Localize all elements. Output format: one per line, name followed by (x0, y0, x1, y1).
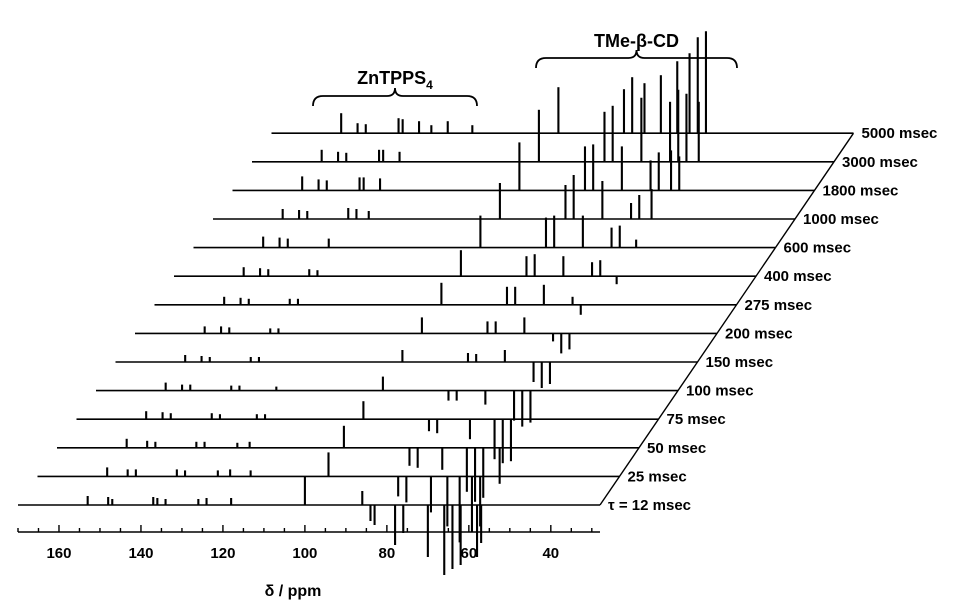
trace-label: 3000 msec (842, 154, 918, 171)
spectrum-trace (154, 282, 737, 315)
spectrum-trace (135, 317, 717, 354)
trace-labels: 5000 msec 3000 msec 1800 msec 1000 msec 600 … (608, 125, 937, 514)
trace-label: 1800 msec (823, 182, 899, 199)
spectrum-trace (37, 452, 620, 543)
spectrum-trace (96, 376, 678, 427)
spectrum-trace (232, 142, 815, 192)
trace-label: 75 msec (667, 411, 726, 428)
trace-label: τ = 12 msec (608, 497, 691, 514)
trace-label: 400 msec (764, 268, 832, 285)
x-tick-label: 160 (46, 545, 71, 562)
x-tick-label: 60 (461, 545, 478, 562)
x-tick-label: 100 (292, 545, 317, 562)
trace-label: 5000 msec (862, 125, 938, 142)
trace-label: 50 msec (647, 440, 706, 457)
trace-label: 275 msec (745, 297, 813, 314)
trace-label: 200 msec (725, 325, 793, 342)
spectrum-trace (271, 31, 854, 134)
spectrum-trace (193, 215, 776, 249)
trace-label: 100 msec (686, 383, 754, 400)
x-axis-label: δ / ppm (265, 583, 322, 600)
x-tick-label: 80 (379, 545, 396, 562)
x-tick-label: 140 (128, 545, 153, 562)
x-tick-label: 120 (210, 545, 235, 562)
spectrum-trace (57, 425, 639, 502)
x-axis: 160 140 120 100 80 60 40 (17, 525, 600, 562)
spectra-traces (18, 31, 855, 575)
spectrum-trace (115, 350, 698, 388)
spectrum-trace (76, 401, 659, 464)
trace-label: 600 msec (784, 240, 852, 257)
region-label: TMe-β-CD (594, 31, 679, 51)
trace-label: 1000 msec (803, 211, 879, 228)
trace-label: 150 msec (706, 354, 774, 371)
trace-label: 25 msec (628, 468, 687, 485)
region-brace (312, 87, 478, 107)
stack-edge-line (599, 132, 855, 506)
spectrum-trace (213, 175, 795, 220)
region-brace (535, 49, 738, 69)
spectrum-trace (174, 250, 756, 285)
spectrum-trace (252, 89, 834, 163)
x-tick-label: 40 (542, 545, 559, 562)
